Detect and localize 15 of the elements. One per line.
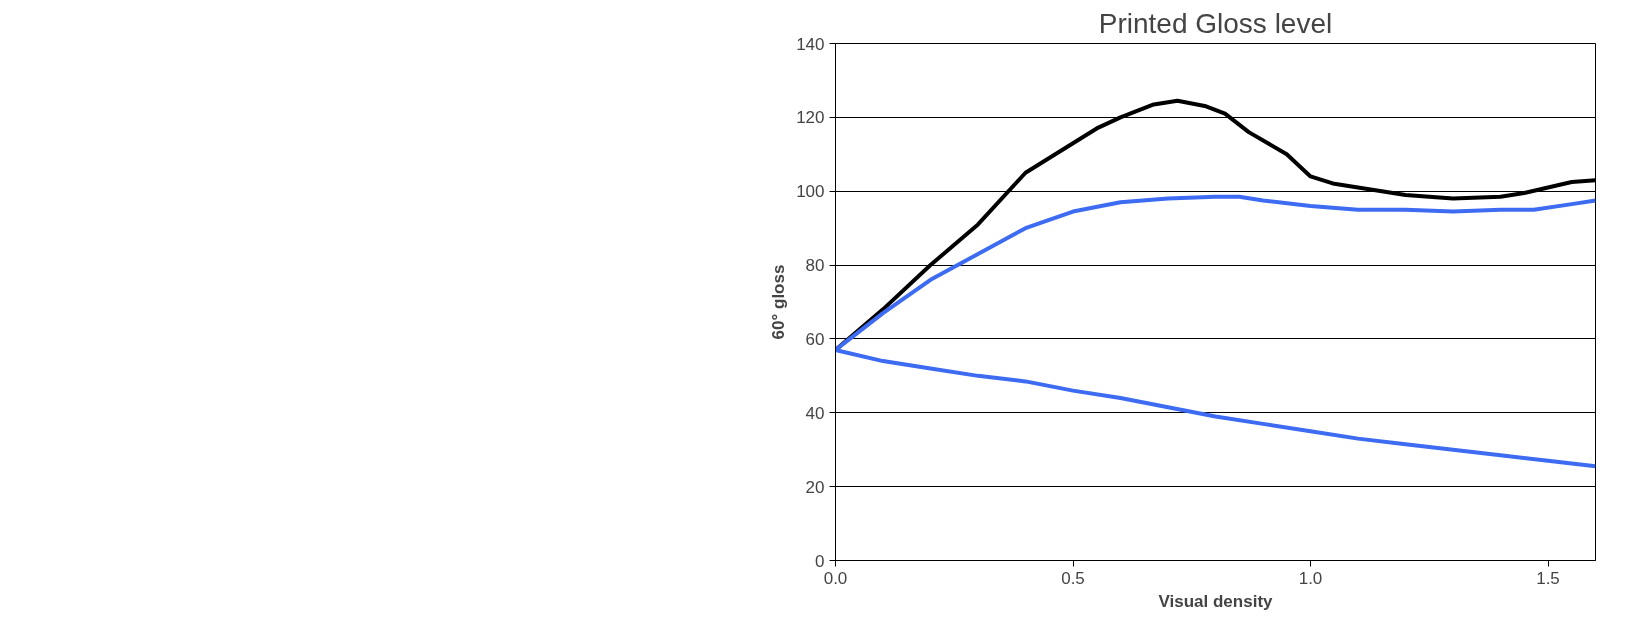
chart-title: Printed Gloss level — [1098, 7, 1333, 39]
y-axis-title: 60° gloss — [769, 264, 789, 340]
y-tick-label: 0 — [815, 551, 825, 571]
x-tick-label: 0.0 — [823, 568, 848, 588]
y-tick-label: 120 — [796, 108, 825, 128]
y-tick-label: 80 — [805, 256, 825, 276]
y-tick-label: 60 — [805, 329, 825, 349]
x-axis-title: Visual density — [1158, 591, 1274, 611]
y-tick-label: 40 — [805, 403, 825, 423]
y-tick-label: 20 — [805, 477, 825, 497]
y-tick-label: 100 — [796, 182, 825, 202]
x-tick-label: 1.0 — [1298, 568, 1323, 588]
x-tick-label: 0.5 — [1061, 568, 1085, 588]
x-tick-label: 1.5 — [1536, 568, 1560, 588]
y-tick-label: 140 — [796, 34, 825, 54]
